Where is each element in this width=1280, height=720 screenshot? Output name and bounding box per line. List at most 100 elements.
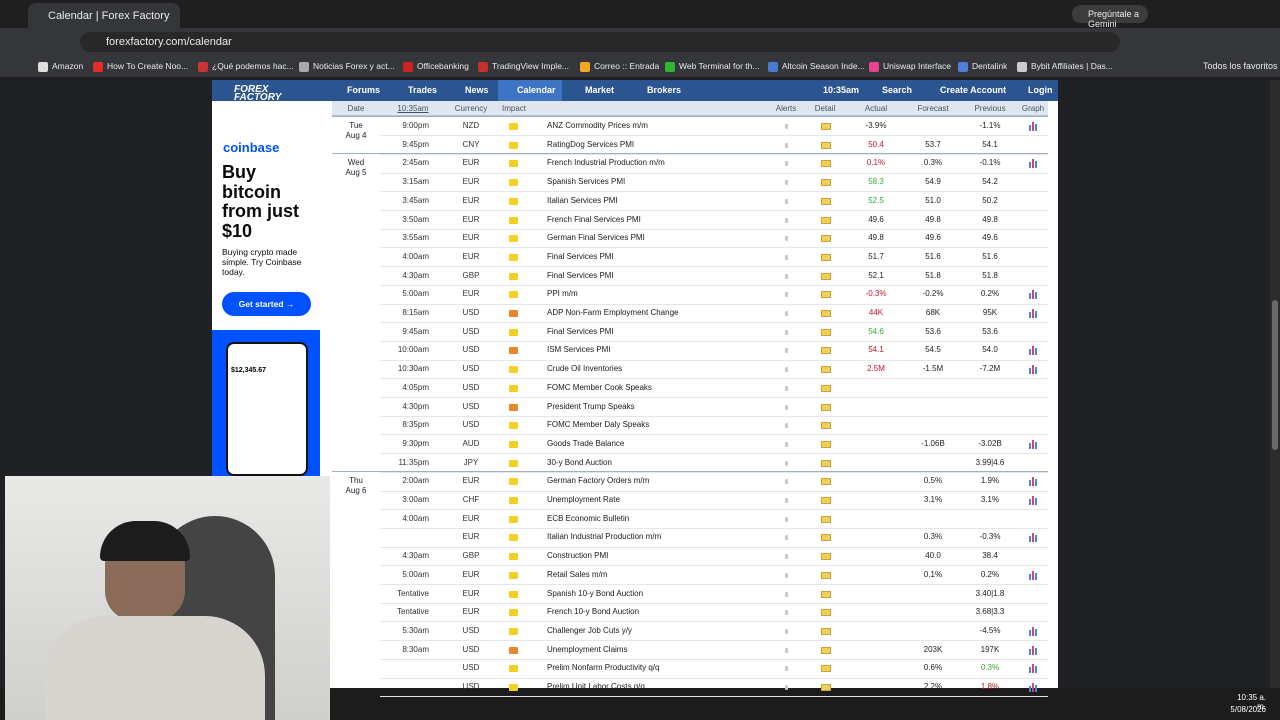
- impact-icon[interactable]: [509, 384, 518, 392]
- alert-icon[interactable]: [785, 142, 788, 148]
- impact-icon[interactable]: [509, 272, 518, 280]
- event-title[interactable]: French Final Services PMI: [547, 214, 641, 224]
- alert-icon[interactable]: [785, 666, 788, 672]
- impact-icon[interactable]: [509, 160, 518, 168]
- graph-icon[interactable]: [1029, 629, 1031, 636]
- nav-item[interactable]: Brokers: [647, 85, 682, 95]
- alert-icon[interactable]: [785, 516, 788, 522]
- graph-icon[interactable]: [1032, 626, 1034, 636]
- impact-icon[interactable]: [509, 310, 518, 317]
- detail-icon[interactable]: [821, 197, 831, 205]
- graph-icon[interactable]: [1029, 499, 1031, 505]
- graph-icon[interactable]: [1035, 161, 1037, 169]
- event-title[interactable]: PPI m/m: [547, 289, 578, 299]
- event-title[interactable]: ADP Non-Farm Employment Change: [547, 308, 679, 317]
- graph-icon[interactable]: [1032, 290, 1034, 300]
- event-title[interactable]: German Factory Orders m/m: [547, 476, 650, 486]
- graph-icon[interactable]: [1032, 664, 1034, 674]
- alert-icon[interactable]: [785, 329, 788, 335]
- login[interactable]: Login: [1028, 85, 1053, 95]
- graph-icon[interactable]: [1029, 293, 1031, 300]
- event-title[interactable]: Construction PMI: [547, 551, 609, 561]
- bookmark[interactable]: Officebanking: [417, 61, 469, 71]
- impact-icon[interactable]: [509, 459, 518, 467]
- detail-icon[interactable]: [821, 515, 831, 523]
- graph-icon[interactable]: [1035, 124, 1037, 131]
- impact-icon[interactable]: [509, 422, 518, 430]
- all-bookmarks[interactable]: Todos los favoritos: [1203, 61, 1278, 71]
- alert-icon[interactable]: [785, 348, 788, 354]
- graph-icon[interactable]: [1029, 442, 1031, 449]
- graph-icon[interactable]: [1035, 628, 1037, 636]
- impact-icon[interactable]: [509, 216, 518, 224]
- gemini-button[interactable]: Pregúntale a Gemini: [1072, 5, 1148, 29]
- graph-icon[interactable]: [1032, 122, 1034, 131]
- bookmark[interactable]: Dentalink: [972, 61, 1008, 71]
- alert-icon[interactable]: [785, 479, 788, 485]
- graph-icon[interactable]: [1032, 570, 1034, 580]
- event-title[interactable]: Goods Trade Balance: [547, 438, 625, 448]
- detail-icon[interactable]: [821, 684, 831, 691]
- alert-icon[interactable]: [785, 423, 788, 429]
- alert-icon[interactable]: [785, 161, 788, 167]
- impact-icon[interactable]: [509, 646, 518, 654]
- event-title[interactable]: Challenger Job Cuts y/y: [547, 625, 632, 635]
- event-title[interactable]: Spanish 10-y Bond Auction: [547, 588, 644, 598]
- alert-icon[interactable]: [785, 273, 788, 279]
- alert-icon[interactable]: [785, 124, 788, 129]
- alert-icon[interactable]: [785, 367, 788, 373]
- detail-icon[interactable]: [821, 571, 831, 579]
- search[interactable]: Search: [882, 85, 913, 95]
- event-title[interactable]: Final Services PMI: [547, 270, 614, 280]
- detail-icon[interactable]: [821, 627, 831, 635]
- alert-icon[interactable]: [785, 535, 788, 541]
- bookmark[interactable]: Noticias Forex y act...: [313, 61, 395, 71]
- impact-icon[interactable]: [509, 590, 518, 598]
- event-title[interactable]: ISM Services PMI: [547, 345, 611, 355]
- alert-icon[interactable]: [785, 217, 788, 223]
- event-title[interactable]: Unemployment Rate: [547, 495, 620, 504]
- event-title[interactable]: Unemployment Claims: [547, 644, 628, 654]
- alert-icon[interactable]: [785, 254, 788, 260]
- graph-icon[interactable]: [1035, 572, 1037, 580]
- detail-icon[interactable]: [821, 609, 831, 617]
- graph-icon[interactable]: [1035, 348, 1037, 356]
- detail-icon[interactable]: [821, 272, 831, 280]
- ad-cta[interactable]: Get started →: [222, 292, 311, 316]
- alert-icon[interactable]: [785, 311, 788, 316]
- alert-icon[interactable]: [785, 385, 788, 391]
- detail-icon[interactable]: [821, 347, 831, 355]
- alert-icon[interactable]: [785, 198, 788, 204]
- bookmark[interactable]: How To Create Noo...: [107, 61, 189, 71]
- impact-icon[interactable]: [509, 328, 518, 336]
- nav-item[interactable]: Market: [585, 85, 615, 95]
- detail-icon[interactable]: [821, 291, 831, 299]
- bookmark[interactable]: Amazon: [52, 61, 84, 71]
- bookmark[interactable]: Altcoin Season Inde...: [782, 61, 865, 71]
- nav-item[interactable]: Forums: [347, 85, 381, 95]
- graph-icon[interactable]: [1032, 439, 1034, 449]
- graph-icon[interactable]: [1029, 162, 1031, 169]
- impact-icon[interactable]: [509, 197, 518, 205]
- event-title[interactable]: German Final Services PMI: [547, 233, 645, 243]
- impact-icon[interactable]: [509, 347, 518, 355]
- graph-icon[interactable]: [1029, 573, 1031, 580]
- graph-icon[interactable]: [1029, 312, 1031, 318]
- graph-icon[interactable]: [1029, 368, 1031, 375]
- detail-icon[interactable]: [821, 459, 831, 467]
- event-title[interactable]: Prelim Nonfarm Productivity q/q: [547, 663, 660, 673]
- detail-icon[interactable]: [821, 403, 831, 411]
- alert-icon[interactable]: [785, 498, 788, 503]
- nav-item[interactable]: Trades: [408, 85, 438, 95]
- graph-icon[interactable]: [1035, 311, 1037, 318]
- event-title[interactable]: 30-y Bond Auction: [547, 457, 612, 467]
- graph-icon[interactable]: [1035, 685, 1037, 692]
- event-title[interactable]: French Industrial Production m/m: [547, 158, 665, 168]
- graph-icon[interactable]: [1029, 686, 1031, 692]
- event-title[interactable]: Italian Services PMI: [547, 195, 618, 205]
- bookmark[interactable]: Bybit Affiliates | Das...: [1031, 61, 1113, 71]
- graph-icon[interactable]: [1032, 683, 1034, 692]
- detail-icon[interactable]: [821, 179, 831, 187]
- graph-icon[interactable]: [1035, 292, 1037, 300]
- detail-icon[interactable]: [821, 310, 831, 317]
